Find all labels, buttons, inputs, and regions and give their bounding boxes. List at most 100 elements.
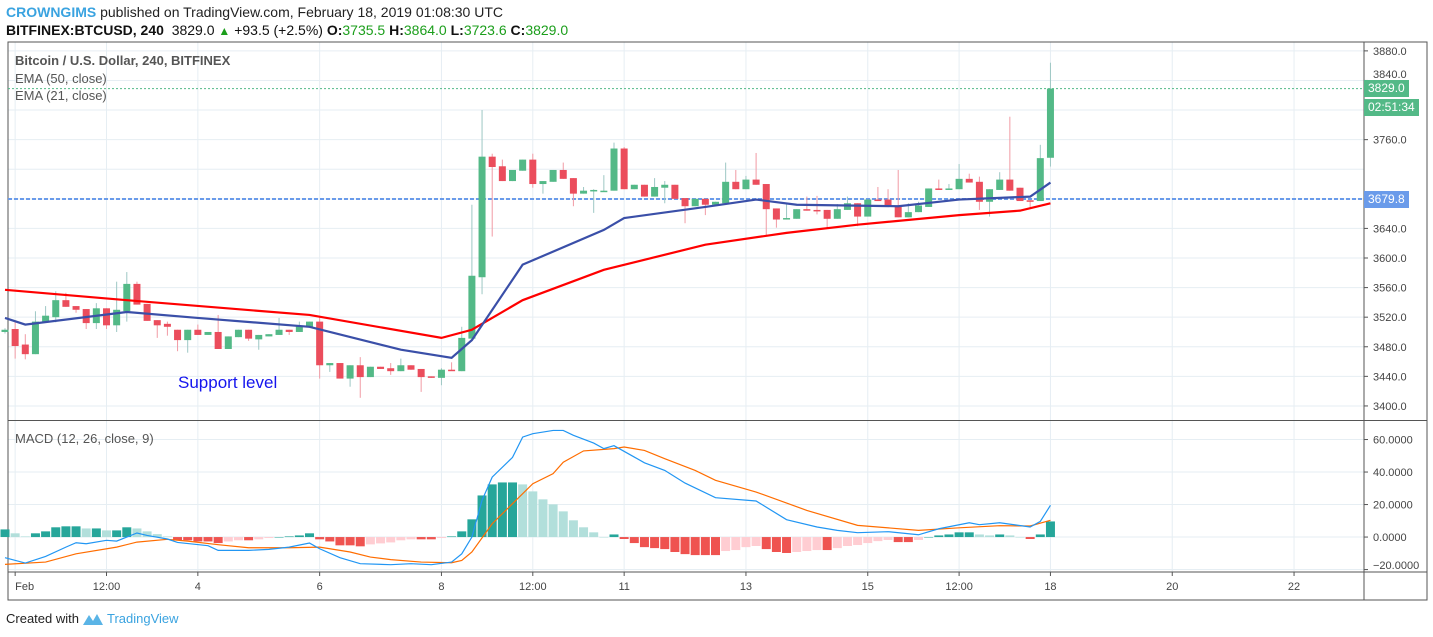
macd-y-tick-label: 60.0000 xyxy=(1373,435,1413,447)
macd-histogram-bar xyxy=(122,527,132,538)
candle xyxy=(72,306,80,310)
publish-info: CROWNGIMS published on TradingView.com, … xyxy=(6,4,503,20)
candle xyxy=(539,181,547,185)
candle xyxy=(803,209,811,211)
publish-text: published on TradingView.com, February 1… xyxy=(100,4,503,20)
macd-histogram-bar xyxy=(264,537,274,539)
candle xyxy=(975,181,983,202)
candle xyxy=(113,309,121,326)
candle xyxy=(661,184,669,188)
candle xyxy=(915,205,922,213)
macd-histogram-bar xyxy=(934,535,944,538)
candle xyxy=(245,329,253,339)
macd-histogram-bar xyxy=(650,537,660,549)
macd-histogram-bar xyxy=(832,537,842,549)
macd-histogram-bar xyxy=(233,537,243,541)
candle xyxy=(468,275,476,339)
low-label: L: xyxy=(450,22,464,38)
candle xyxy=(204,331,212,335)
candle xyxy=(681,198,689,207)
macd-histogram-bar xyxy=(0,529,10,538)
candle xyxy=(833,209,841,219)
tradingview-link[interactable]: TradingView xyxy=(106,611,179,626)
created-with: Created with xyxy=(6,611,79,626)
candle xyxy=(793,209,801,219)
macd-histogram-bar xyxy=(518,484,528,538)
candle xyxy=(316,321,324,366)
y-tick-label: 3480.0 xyxy=(1373,342,1407,354)
candle xyxy=(133,283,141,305)
candle xyxy=(590,189,598,192)
y-tick-label: 3840.0 xyxy=(1373,69,1407,81)
macd-histogram-bar xyxy=(254,537,264,540)
macd-histogram-bar xyxy=(386,537,396,543)
candle xyxy=(1006,179,1014,191)
macd-histogram-bar xyxy=(365,537,375,545)
macd-histogram-bar xyxy=(863,537,873,544)
macd-histogram-bar xyxy=(822,537,832,551)
y-tick-label: 3440.0 xyxy=(1373,371,1407,383)
macd-histogram-bar xyxy=(30,533,40,538)
candle xyxy=(864,199,872,217)
macd-histogram-bar xyxy=(660,537,670,550)
candle xyxy=(640,184,648,197)
candle xyxy=(194,329,202,335)
candle xyxy=(103,308,110,326)
macd-histogram-bar xyxy=(944,534,954,538)
macd-histogram-bar xyxy=(436,537,446,539)
candle xyxy=(427,376,435,378)
candle xyxy=(153,320,161,326)
countdown-badge: 02:51:34 xyxy=(1364,99,1419,116)
candle xyxy=(813,209,821,212)
candle xyxy=(732,181,740,190)
candle xyxy=(224,336,232,349)
candle xyxy=(437,369,445,378)
author-name[interactable]: CROWNGIMS xyxy=(6,4,97,20)
footer: Created with TradingView xyxy=(6,611,179,626)
macd-histogram-bar xyxy=(173,537,183,541)
low-value: 3723.6 xyxy=(463,22,507,38)
macd-histogram-bar xyxy=(914,537,923,540)
candle xyxy=(234,329,242,338)
macd-histogram-bar xyxy=(396,537,406,541)
macd-histogram-bar xyxy=(61,526,71,538)
candle xyxy=(630,184,638,190)
macd-histogram-bar xyxy=(91,528,101,538)
macd-histogram-bar xyxy=(853,537,863,546)
candle xyxy=(62,300,70,307)
candle xyxy=(884,199,892,207)
macd-histogram-bar xyxy=(802,537,812,552)
candle xyxy=(174,329,182,341)
macd-histogram-bar xyxy=(416,537,426,540)
symbol: BITFINEX:BTCUSD, 240 xyxy=(6,22,164,38)
candle xyxy=(448,369,456,372)
macd-histogram-bar xyxy=(477,495,487,538)
macd-histogram-bar xyxy=(700,537,710,556)
macd-histogram-bar xyxy=(162,536,172,538)
candle xyxy=(326,363,334,366)
candle xyxy=(783,218,791,220)
candle xyxy=(123,283,131,312)
macd-histogram-bar xyxy=(558,511,568,538)
candle xyxy=(21,344,29,355)
macd-histogram-bar xyxy=(183,537,193,541)
macd-histogram-bar xyxy=(1045,521,1055,538)
candle xyxy=(143,303,151,321)
macd-histogram-bar xyxy=(538,499,548,538)
macd-histogram-bar xyxy=(883,537,893,540)
macd-histogram-bar xyxy=(71,526,81,538)
macd-histogram-bar xyxy=(213,537,223,544)
candle xyxy=(336,363,344,379)
candle xyxy=(285,329,293,332)
macd-histogram-bar xyxy=(548,504,558,538)
macd-histogram-bar xyxy=(528,491,538,538)
candle xyxy=(366,366,374,378)
candle xyxy=(701,198,709,205)
candle xyxy=(549,169,557,182)
macd-histogram-bar xyxy=(751,537,761,546)
candle xyxy=(458,337,466,372)
macd-histogram-bar xyxy=(41,531,51,538)
macd-histogram-bar xyxy=(964,532,974,538)
candle xyxy=(498,166,506,182)
